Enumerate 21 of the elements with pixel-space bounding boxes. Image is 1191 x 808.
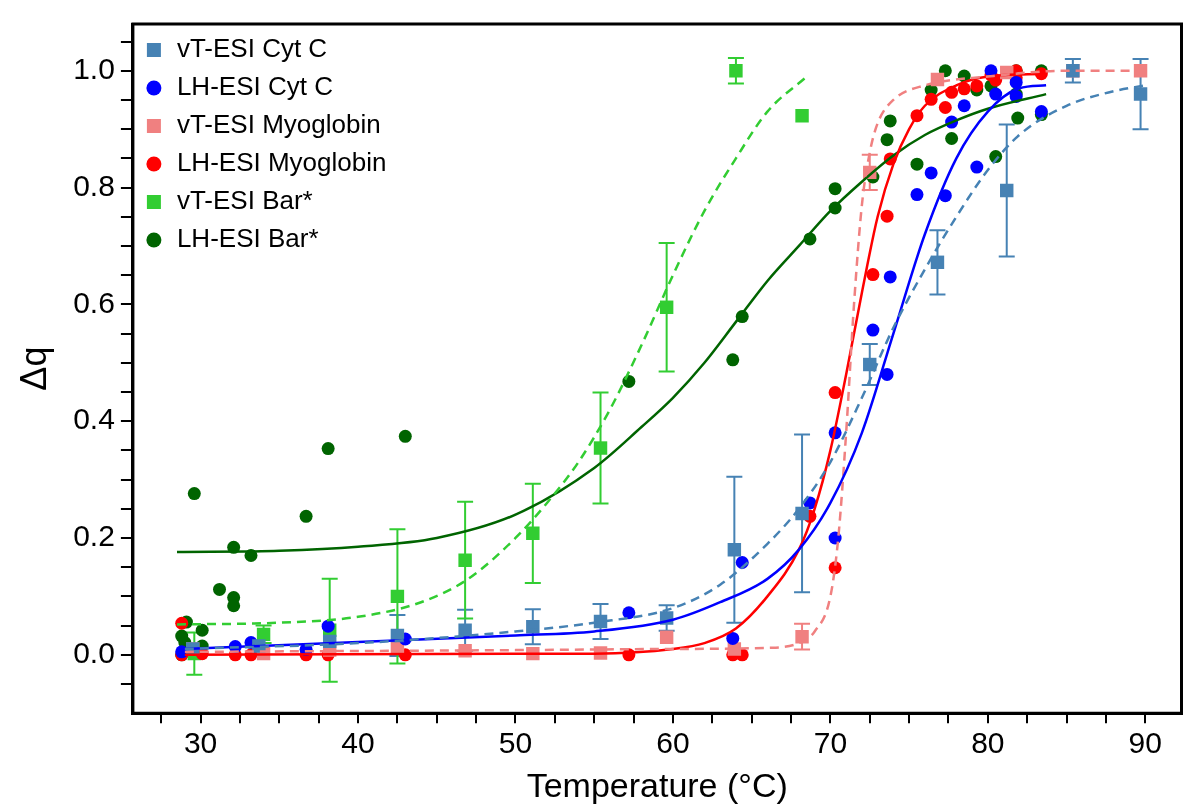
x-axis-title: Temperature (°C) [526, 765, 788, 804]
x-tick-label: 30 [183, 726, 218, 760]
legend-label: vT-ESI Myoglobin [176, 109, 381, 140]
x-tick-label: 60 [656, 726, 690, 760]
y-tick-label: 0.6 [73, 285, 115, 319]
y-tick-label: 0.2 [73, 519, 115, 553]
x-tick-label: 50 [498, 726, 533, 760]
legend-label: LH-ESI Myoglobin [176, 147, 387, 178]
x-tick-label: 70 [813, 726, 848, 760]
y-tick-label: 0.8 [73, 168, 115, 202]
y-axis-title: Δq [12, 346, 54, 391]
legend-label: LH-ESI Bar* [176, 223, 319, 254]
legend-label: vT-ESI Bar* [176, 185, 313, 216]
y-tick-label: 1.0 [73, 51, 115, 85]
x-tick-label: 90 [1128, 726, 1162, 760]
x-tick-label: 40 [341, 726, 375, 760]
legend-label: LH-ESI Cyt C [176, 71, 333, 102]
y-tick-label: 0.0 [73, 636, 115, 670]
y-tick-label: 0.4 [73, 402, 115, 436]
legend-label: vT-ESI Cyt C [176, 33, 328, 64]
x-tick-label: 80 [971, 726, 1005, 760]
